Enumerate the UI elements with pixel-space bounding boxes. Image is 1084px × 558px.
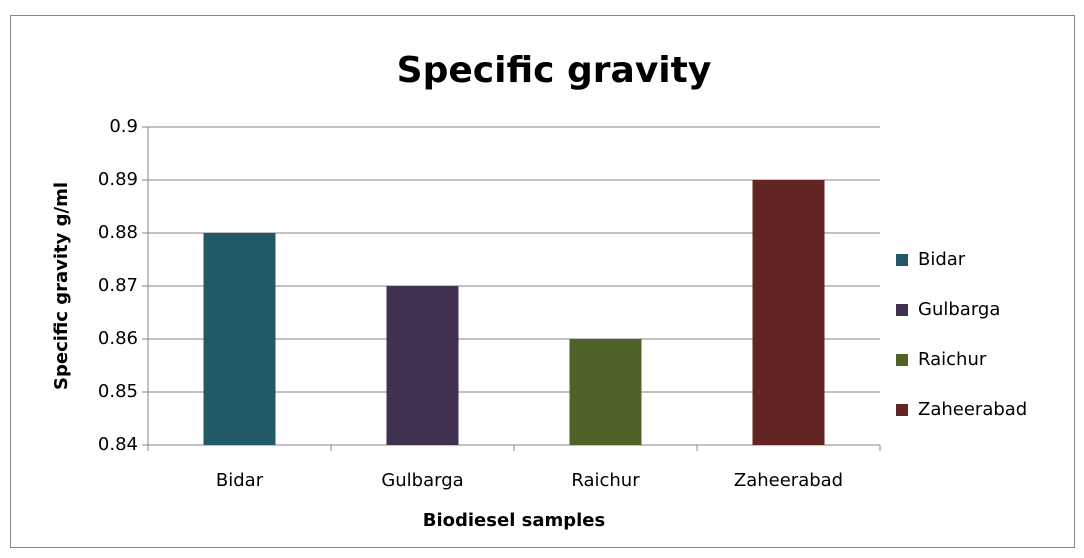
chart-title: Specific gravity (397, 50, 712, 91)
y-tick-label: 0.87 (98, 275, 138, 296)
x-tick-label: Bidar (216, 470, 264, 491)
x-tick-label: Raichur (571, 470, 640, 491)
bar (203, 233, 276, 445)
bar (569, 339, 642, 445)
y-tick-label: 0.9 (109, 116, 138, 137)
x-tick-label: Zaheerabad (734, 470, 843, 491)
y-tick-label: 0.84 (98, 434, 138, 455)
y-tick-label: 0.86 (98, 328, 138, 349)
bar (752, 180, 825, 445)
chart-border (10, 15, 1075, 548)
legend-swatch (896, 354, 908, 366)
legend-swatch (896, 404, 908, 416)
legend-label: Bidar (918, 249, 966, 270)
legend-swatch (896, 304, 908, 316)
y-axis-label: Specific gravity g/ml (51, 182, 72, 390)
legend-label: Gulbarga (918, 299, 1000, 320)
bar (386, 286, 459, 445)
legend-label: Raichur (918, 349, 987, 370)
legend-swatch (896, 254, 908, 266)
x-axis-label: Biodiesel samples (423, 510, 605, 531)
x-tick-label: Gulbarga (381, 470, 463, 491)
y-tick-label: 0.85 (98, 381, 138, 402)
y-tick-label: 0.89 (98, 169, 138, 190)
y-tick-label: 0.88 (98, 222, 138, 243)
legend-label: Zaheerabad (918, 399, 1027, 420)
